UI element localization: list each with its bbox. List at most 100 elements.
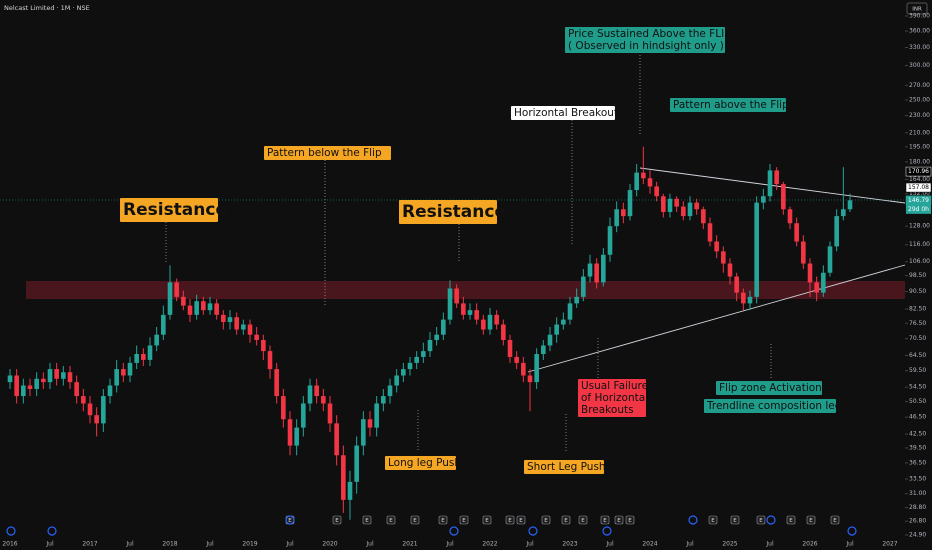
candle-body: [87, 403, 93, 416]
candle-body: [287, 419, 293, 446]
earnings-icon: [786, 515, 796, 525]
candle-body: [34, 378, 39, 389]
candle-body: [301, 403, 306, 428]
y-tick-label: 152.00: [909, 190, 930, 197]
y-tick-label: 26.80: [909, 518, 926, 525]
candle-body: [641, 172, 646, 179]
y-tick-label: 164.00: [909, 176, 930, 183]
y-tick-label: 250.00: [909, 96, 930, 103]
y-tick-label: 76.50: [909, 320, 926, 327]
earnings-label: E: [288, 518, 292, 524]
currency: INR: [912, 7, 922, 13]
candle-body: [847, 200, 853, 210]
price-label: 157.08: [908, 184, 929, 191]
countdown-box: [906, 204, 931, 214]
candle-body: [434, 334, 439, 341]
candle-body: [207, 303, 213, 311]
annotation-box: [716, 381, 822, 395]
candle-body: [794, 223, 799, 242]
candle-body: [507, 340, 513, 357]
candle-body: [247, 324, 253, 335]
y-tick-label: 106.00: [909, 258, 930, 265]
earnings-icon: [386, 515, 396, 525]
candle-body: [154, 334, 159, 346]
y-tick-label: 59.50: [909, 367, 926, 374]
candle-body: [447, 288, 453, 320]
annotation-text: ( Observed in hindsight only ): [568, 40, 724, 52]
price-label-box: [905, 182, 932, 193]
candle-body: [227, 317, 233, 323]
annotation-text: Usual Failure: [581, 380, 648, 392]
annotation-text: Trendline composition leg: [706, 400, 841, 412]
x-tick-label: 2027: [882, 541, 897, 548]
candle-body: [461, 303, 466, 315]
trendline-upper: [639, 167, 906, 204]
candle-body: [487, 314, 493, 330]
candle-body: [787, 209, 793, 224]
candle-body: [174, 282, 179, 297]
chart-title: Nelcast Limited · 1M · NSE: [4, 4, 90, 12]
candle-body: [547, 334, 553, 346]
candle-body: [401, 369, 406, 376]
annotation-text: Flip zone Activation: [719, 382, 822, 394]
candle-body: [74, 382, 79, 397]
candle-body: [441, 319, 446, 335]
x-tick-label: 2017: [82, 541, 97, 548]
x-tick-label: Jul: [365, 541, 374, 548]
dividend-icon: [766, 515, 776, 525]
x-tick-label: 2019: [242, 541, 257, 548]
candle-body: [167, 282, 173, 315]
dividend-icon: [688, 515, 698, 525]
x-tick-label: Jul: [685, 541, 694, 548]
candle-body: [374, 403, 379, 428]
candle-body: [614, 209, 619, 227]
candle-body: [647, 178, 653, 187]
y-tick-label: 300.00: [909, 62, 930, 69]
candle-body: [187, 305, 193, 315]
candle-body: [47, 369, 53, 383]
y-tick-label: 116.00: [909, 241, 930, 248]
candle-body: [414, 356, 419, 363]
earnings-label: E: [508, 518, 512, 524]
earnings-label: E: [759, 518, 763, 524]
candle-body: [221, 314, 226, 323]
candle-body: [514, 356, 519, 363]
y-tick-label: 46.50: [909, 414, 926, 421]
candle-body: [141, 353, 146, 360]
y-tick-label: 36.50: [909, 459, 926, 466]
earnings-label: E: [544, 518, 548, 524]
candle-body: [407, 362, 413, 370]
earnings-icon: [541, 515, 551, 525]
earnings-label: E: [628, 518, 632, 524]
earnings-label: E: [603, 518, 607, 524]
x-tick-label: Jul: [605, 541, 614, 548]
candle-body: [427, 340, 433, 352]
annotation-box: [578, 379, 646, 417]
countdown: 29d 0h: [908, 206, 929, 213]
candle-body: [734, 276, 739, 293]
earnings-label: E: [413, 518, 417, 524]
x-tick-label: 2026: [802, 541, 817, 548]
candle-body: [761, 196, 766, 203]
candle-body: [807, 263, 813, 283]
x-tick-label: Jul: [445, 541, 454, 548]
candle-body: [354, 445, 359, 482]
annotation-box: [565, 27, 725, 53]
candle-body: [421, 351, 426, 357]
annotation-text: Pattern below the Flip: [267, 147, 382, 159]
annotation-box: [385, 456, 456, 470]
candle-body: [361, 419, 366, 446]
x-tick-label: Jul: [285, 541, 294, 548]
candle-body: [701, 209, 706, 224]
y-tick-label: 330.00: [909, 44, 930, 51]
candle-body: [727, 263, 733, 277]
candle-body: [674, 198, 679, 207]
earnings-label: E: [809, 518, 813, 524]
candle-body: [367, 419, 373, 428]
x-tick-label: Jul: [205, 541, 214, 548]
candle-body: [321, 396, 326, 404]
candle-body: [554, 324, 559, 335]
annotation-text: of Horizontal: [581, 392, 648, 404]
